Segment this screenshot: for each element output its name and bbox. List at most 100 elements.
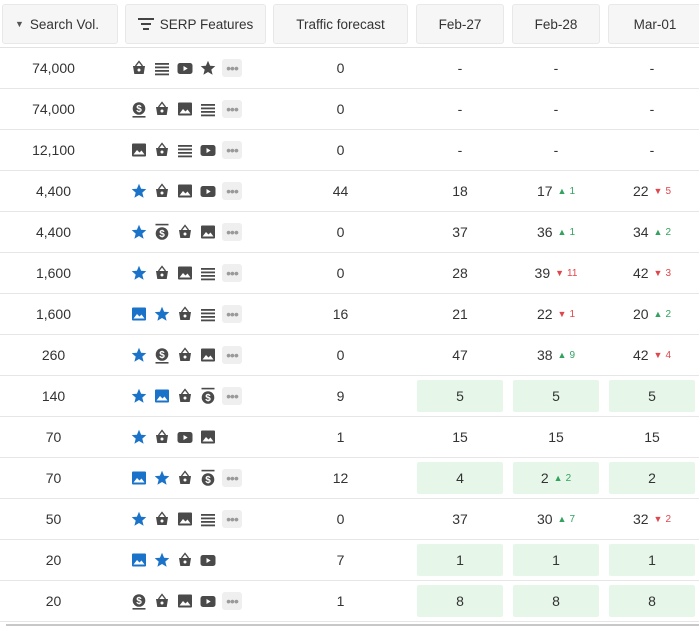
more-features-icon[interactable]: ••• xyxy=(222,100,242,118)
arrow-up-icon: ▲ xyxy=(557,186,567,196)
star-icon[interactable] xyxy=(130,510,148,528)
col-date-3[interactable]: Mar-01 xyxy=(608,4,699,44)
list-icon[interactable] xyxy=(153,59,171,77)
star-icon[interactable] xyxy=(130,264,148,282)
star-icon[interactable] xyxy=(153,469,171,487)
change-value: 2 xyxy=(665,308,672,320)
arrow-up-icon: ▲ xyxy=(557,514,567,524)
table-row[interactable]: 4,400 $ ••• 0 37 36 ▲ 1 34 ▲ 2 xyxy=(0,212,699,253)
table-row[interactable]: 70 $ ••• 12 4 2 ▲ 2 2 xyxy=(0,458,699,499)
more-features-icon[interactable]: ••• xyxy=(222,182,242,200)
more-features-icon[interactable]: ••• xyxy=(222,141,242,159)
filter-icon[interactable] xyxy=(137,18,154,30)
image-icon[interactable] xyxy=(176,264,194,282)
table-row[interactable]: 140 $ ••• 9 5 5 5 xyxy=(0,376,699,417)
shopping-basket-icon[interactable] xyxy=(153,428,171,446)
video-icon[interactable] xyxy=(199,551,217,569)
image-icon[interactable] xyxy=(130,551,148,569)
col-date-1[interactable]: Feb-27 xyxy=(416,4,504,44)
table-row[interactable]: 20 $ ••• 1 8 8 8 xyxy=(0,581,699,622)
image-icon[interactable] xyxy=(176,592,194,610)
col-search-vol[interactable]: ▼ Search Vol. xyxy=(2,4,118,44)
col-traffic-forecast[interactable]: Traffic forecast xyxy=(273,4,408,44)
more-features-icon[interactable]: ••• xyxy=(222,264,242,282)
table-row[interactable]: 1,600 ••• 0 28 39 ▼ 11 42 ▼ 3 xyxy=(0,253,699,294)
video-icon[interactable] xyxy=(176,59,194,77)
dollar-icon[interactable]: $ xyxy=(199,387,217,405)
list-icon[interactable] xyxy=(199,305,217,323)
image-icon[interactable] xyxy=(176,182,194,200)
table-row[interactable]: 50 ••• 0 37 30 ▲ 7 32 ▼ 2 xyxy=(0,499,699,540)
video-icon[interactable] xyxy=(199,592,217,610)
position-value: 1 xyxy=(648,552,656,568)
star-icon[interactable] xyxy=(130,428,148,446)
shopping-basket-icon[interactable] xyxy=(153,592,171,610)
image-icon[interactable] xyxy=(176,510,194,528)
star-icon[interactable] xyxy=(130,387,148,405)
video-icon[interactable] xyxy=(199,182,217,200)
video-icon[interactable] xyxy=(199,141,217,159)
more-features-icon[interactable]: ••• xyxy=(222,305,242,323)
image-icon[interactable] xyxy=(153,387,171,405)
shopping-basket-icon[interactable] xyxy=(176,305,194,323)
dollar-icon[interactable]: $ xyxy=(153,223,171,241)
dollar-icon[interactable]: $ xyxy=(199,469,217,487)
dollar-icon[interactable]: $ xyxy=(153,346,171,364)
star-icon[interactable] xyxy=(130,346,148,364)
video-icon[interactable] xyxy=(176,428,194,446)
more-features-icon[interactable]: ••• xyxy=(222,346,242,364)
list-icon[interactable] xyxy=(199,100,217,118)
table-row[interactable]: 1,600 ••• 16 21 22 ▼ 1 20 ▲ 2 xyxy=(0,294,699,335)
more-features-icon[interactable]: ••• xyxy=(222,223,242,241)
shopping-basket-icon[interactable] xyxy=(153,510,171,528)
shopping-basket-icon[interactable] xyxy=(130,59,148,77)
more-features-icon[interactable]: ••• xyxy=(222,59,242,77)
image-icon[interactable] xyxy=(199,223,217,241)
shopping-basket-icon[interactable] xyxy=(176,469,194,487)
image-icon[interactable] xyxy=(199,346,217,364)
change-value: 3 xyxy=(665,267,672,279)
shopping-basket-icon[interactable] xyxy=(153,264,171,282)
horizontal-scrollbar[interactable] xyxy=(6,624,699,626)
position-value: 34 xyxy=(632,224,649,240)
position-value: 39 xyxy=(534,265,551,281)
shopping-basket-icon[interactable] xyxy=(176,223,194,241)
list-icon[interactable] xyxy=(176,141,194,159)
col-date-2[interactable]: Feb-28 xyxy=(512,4,600,44)
shopping-basket-icon[interactable] xyxy=(176,346,194,364)
star-icon[interactable] xyxy=(130,182,148,200)
star-icon[interactable] xyxy=(153,551,171,569)
more-features-icon[interactable]: ••• xyxy=(222,510,242,528)
table-row[interactable]: 260 $ ••• 0 47 38 ▲ 9 42 ▼ 4 xyxy=(0,335,699,376)
image-icon[interactable] xyxy=(199,428,217,446)
list-icon[interactable] xyxy=(199,264,217,282)
image-icon[interactable] xyxy=(130,469,148,487)
shopping-basket-icon[interactable] xyxy=(153,182,171,200)
image-icon[interactable] xyxy=(176,100,194,118)
sort-desc-icon[interactable]: ▼ xyxy=(15,19,24,29)
list-icon[interactable] xyxy=(199,510,217,528)
star-icon[interactable] xyxy=(199,59,217,77)
table-row[interactable]: 20 7 1 1 1 xyxy=(0,540,699,581)
table-row[interactable]: 74,000 $ ••• 0 - - - xyxy=(0,89,699,130)
shopping-basket-icon[interactable] xyxy=(176,387,194,405)
position-value: 18 xyxy=(452,183,468,199)
more-features-icon[interactable]: ••• xyxy=(222,592,242,610)
position-value: 37 xyxy=(452,224,468,240)
image-icon[interactable] xyxy=(130,305,148,323)
dollar-icon[interactable]: $ xyxy=(130,100,148,118)
image-icon[interactable] xyxy=(130,141,148,159)
shopping-basket-icon[interactable] xyxy=(176,551,194,569)
table-row[interactable]: 70 1 15 15 15 xyxy=(0,417,699,458)
more-features-icon[interactable]: ••• xyxy=(222,469,242,487)
table-row[interactable]: 74,000 ••• 0 - - - xyxy=(0,48,699,89)
table-row[interactable]: 4,400 ••• 44 18 17 ▲ 1 22 ▼ 5 xyxy=(0,171,699,212)
col-serp-features[interactable]: SERP Features xyxy=(125,4,266,44)
star-icon[interactable] xyxy=(153,305,171,323)
shopping-basket-icon[interactable] xyxy=(153,141,171,159)
star-icon[interactable] xyxy=(130,223,148,241)
shopping-basket-icon[interactable] xyxy=(153,100,171,118)
dollar-icon[interactable]: $ xyxy=(130,592,148,610)
table-row[interactable]: 12,100 ••• 0 - - - xyxy=(0,130,699,171)
more-features-icon[interactable]: ••• xyxy=(222,387,242,405)
